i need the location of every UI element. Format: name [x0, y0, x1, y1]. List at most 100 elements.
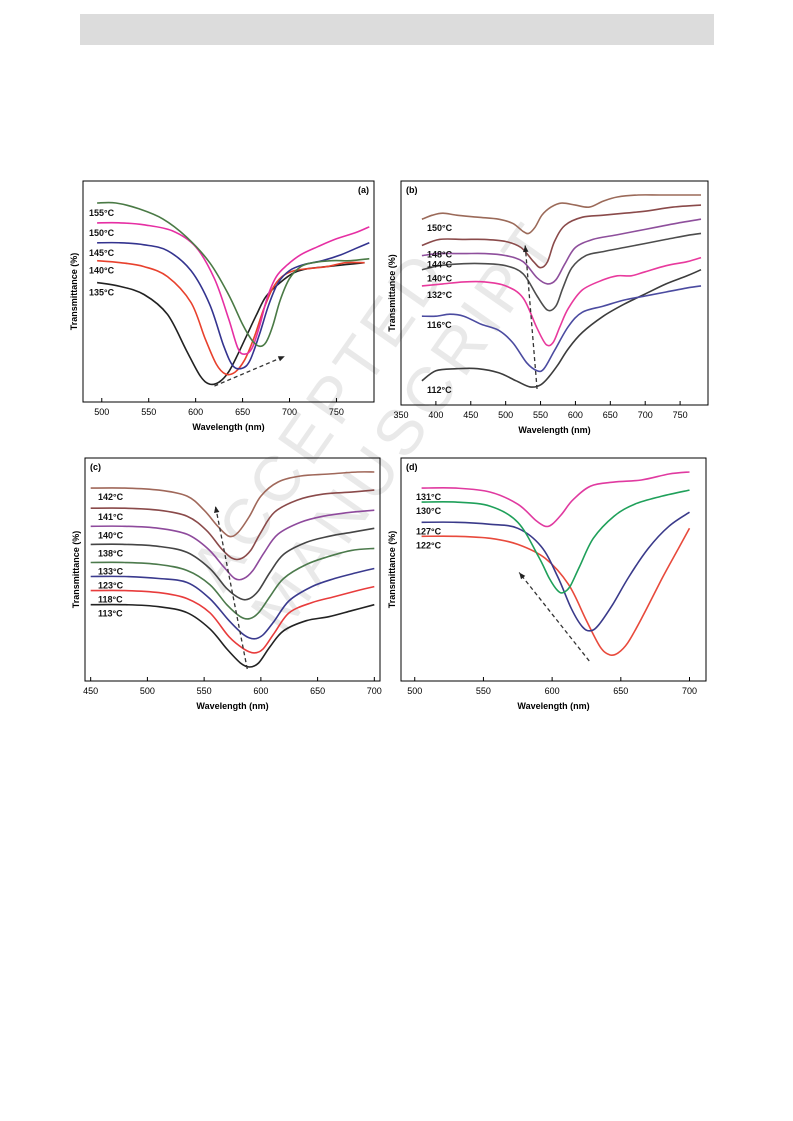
series-label: 142°C	[98, 492, 124, 502]
x-tick-label: 400	[428, 410, 443, 420]
series-label: 155°C	[89, 208, 115, 218]
series-line	[90, 585, 375, 654]
trend-arrow-line	[214, 355, 286, 387]
series-line	[90, 547, 375, 620]
x-tick-label: 550	[533, 410, 548, 420]
x-tick-label: 500	[407, 686, 422, 696]
x-tick-label: 700	[282, 407, 297, 417]
series-label: 145°C	[89, 248, 115, 258]
x-tick-label: 700	[682, 686, 697, 696]
y-axis-label: Transmittance (%)	[387, 254, 397, 332]
trend-arrow-line	[518, 572, 590, 662]
trend-arrow-head	[519, 572, 526, 580]
x-axis-ticks: 350 400 450 500 550 600 650 700 750	[393, 401, 688, 420]
x-tick-label: 650	[235, 407, 250, 417]
series-label: 141°C	[98, 512, 124, 522]
series-label: 144°C	[427, 260, 453, 270]
series-label: 130°C	[416, 506, 442, 516]
x-tick-label: 550	[476, 686, 491, 696]
series-label: 122°C	[416, 540, 442, 550]
series-label: 140°C	[98, 530, 124, 540]
x-axis-label: Wavelength (nm)	[517, 701, 589, 711]
y-axis-label: Transmittance (%)	[71, 531, 81, 609]
series-label: 150°C	[427, 223, 453, 233]
series-line	[421, 489, 690, 594]
series-line	[90, 509, 375, 581]
x-tick-label: 700	[367, 686, 382, 696]
series-line	[421, 511, 690, 632]
panel-label: (c)	[90, 462, 101, 472]
series-line	[97, 201, 370, 348]
x-tick-label: 500	[140, 686, 155, 696]
series-line	[421, 256, 702, 347]
series-line	[421, 285, 702, 373]
x-tick-label: 650	[603, 410, 618, 420]
series-line	[421, 218, 702, 285]
series-label: 133°C	[98, 566, 124, 576]
series-line	[97, 259, 365, 376]
y-axis-label: Transmittance (%)	[387, 531, 397, 609]
series-label: 138°C	[98, 548, 124, 558]
series-label: 150°C	[89, 228, 115, 238]
y-axis-label: Transmittance (%)	[69, 253, 79, 331]
series-line	[90, 489, 375, 561]
panel-label: (a)	[358, 185, 369, 195]
series-label: 135°C	[89, 288, 115, 298]
series-line	[421, 204, 702, 269]
x-tick-label: 600	[545, 686, 560, 696]
series-line	[421, 232, 702, 312]
series-label: 131°C	[416, 492, 442, 502]
series-line	[421, 527, 691, 657]
x-axis-ticks: 500 550 600 650 700 750	[94, 398, 344, 417]
series-line	[90, 567, 375, 640]
series-line	[421, 268, 702, 388]
trend-arrow-head	[523, 245, 529, 253]
x-tick-label: 750	[329, 407, 344, 417]
series-line	[90, 471, 375, 538]
x-axis-ticks: 500 550 600 650 700	[407, 677, 697, 696]
series-line	[421, 194, 701, 235]
series-label: 140°C	[89, 266, 115, 276]
series-line	[97, 221, 370, 356]
x-tick-label: 350	[393, 410, 408, 420]
trend-arrow-head	[277, 356, 285, 362]
x-tick-label: 500	[498, 410, 513, 420]
series-label: 123°C	[98, 581, 124, 591]
x-tick-label: 500	[94, 407, 109, 417]
plot-frame	[400, 457, 707, 682]
series-label: 148°C	[427, 250, 453, 260]
x-tick-label: 600	[253, 686, 268, 696]
trend-arrow-head	[214, 506, 220, 514]
panel-d: 500 550 600 650 700 Wavelength (nm) Transmitta…	[387, 457, 707, 711]
x-tick-label: 450	[83, 686, 98, 696]
plot-frame	[400, 180, 709, 406]
panel-b: 350 400 450 500 550 600 650 700 750 Wavelength (n…	[387, 180, 709, 435]
series-line	[90, 527, 375, 601]
series-label: 112°C	[427, 385, 452, 395]
x-tick-label: 650	[613, 686, 628, 696]
x-axis-label: Wavelength (nm)	[518, 425, 590, 435]
header-bar	[80, 14, 714, 45]
x-tick-label: 550	[197, 686, 212, 696]
series-label: 116°C	[427, 320, 452, 330]
trend-arrow-line	[214, 506, 248, 670]
x-axis-ticks: 450 500 550 600 650 700	[83, 677, 382, 696]
x-tick-label: 700	[638, 410, 653, 420]
x-tick-label: 550	[141, 407, 156, 417]
x-tick-label: 600	[188, 407, 203, 417]
x-tick-label: 750	[673, 410, 688, 420]
series-line	[90, 603, 375, 668]
series-label: 140°C	[427, 274, 453, 284]
plot-frame	[82, 180, 375, 403]
panel-c: 450 500 550 600 650 700 Wavelength (nm) Transmi…	[71, 457, 382, 711]
x-tick-label: 450	[463, 410, 478, 420]
panel-label: (d)	[406, 462, 418, 472]
plot-frame	[84, 457, 381, 682]
series-label: 118°C	[98, 595, 123, 605]
x-tick-label: 650	[310, 686, 325, 696]
x-tick-label: 600	[568, 410, 583, 420]
series-label: 127°C	[416, 526, 442, 536]
trend-arrow-line	[524, 245, 538, 389]
panel-label: (b)	[406, 185, 418, 195]
